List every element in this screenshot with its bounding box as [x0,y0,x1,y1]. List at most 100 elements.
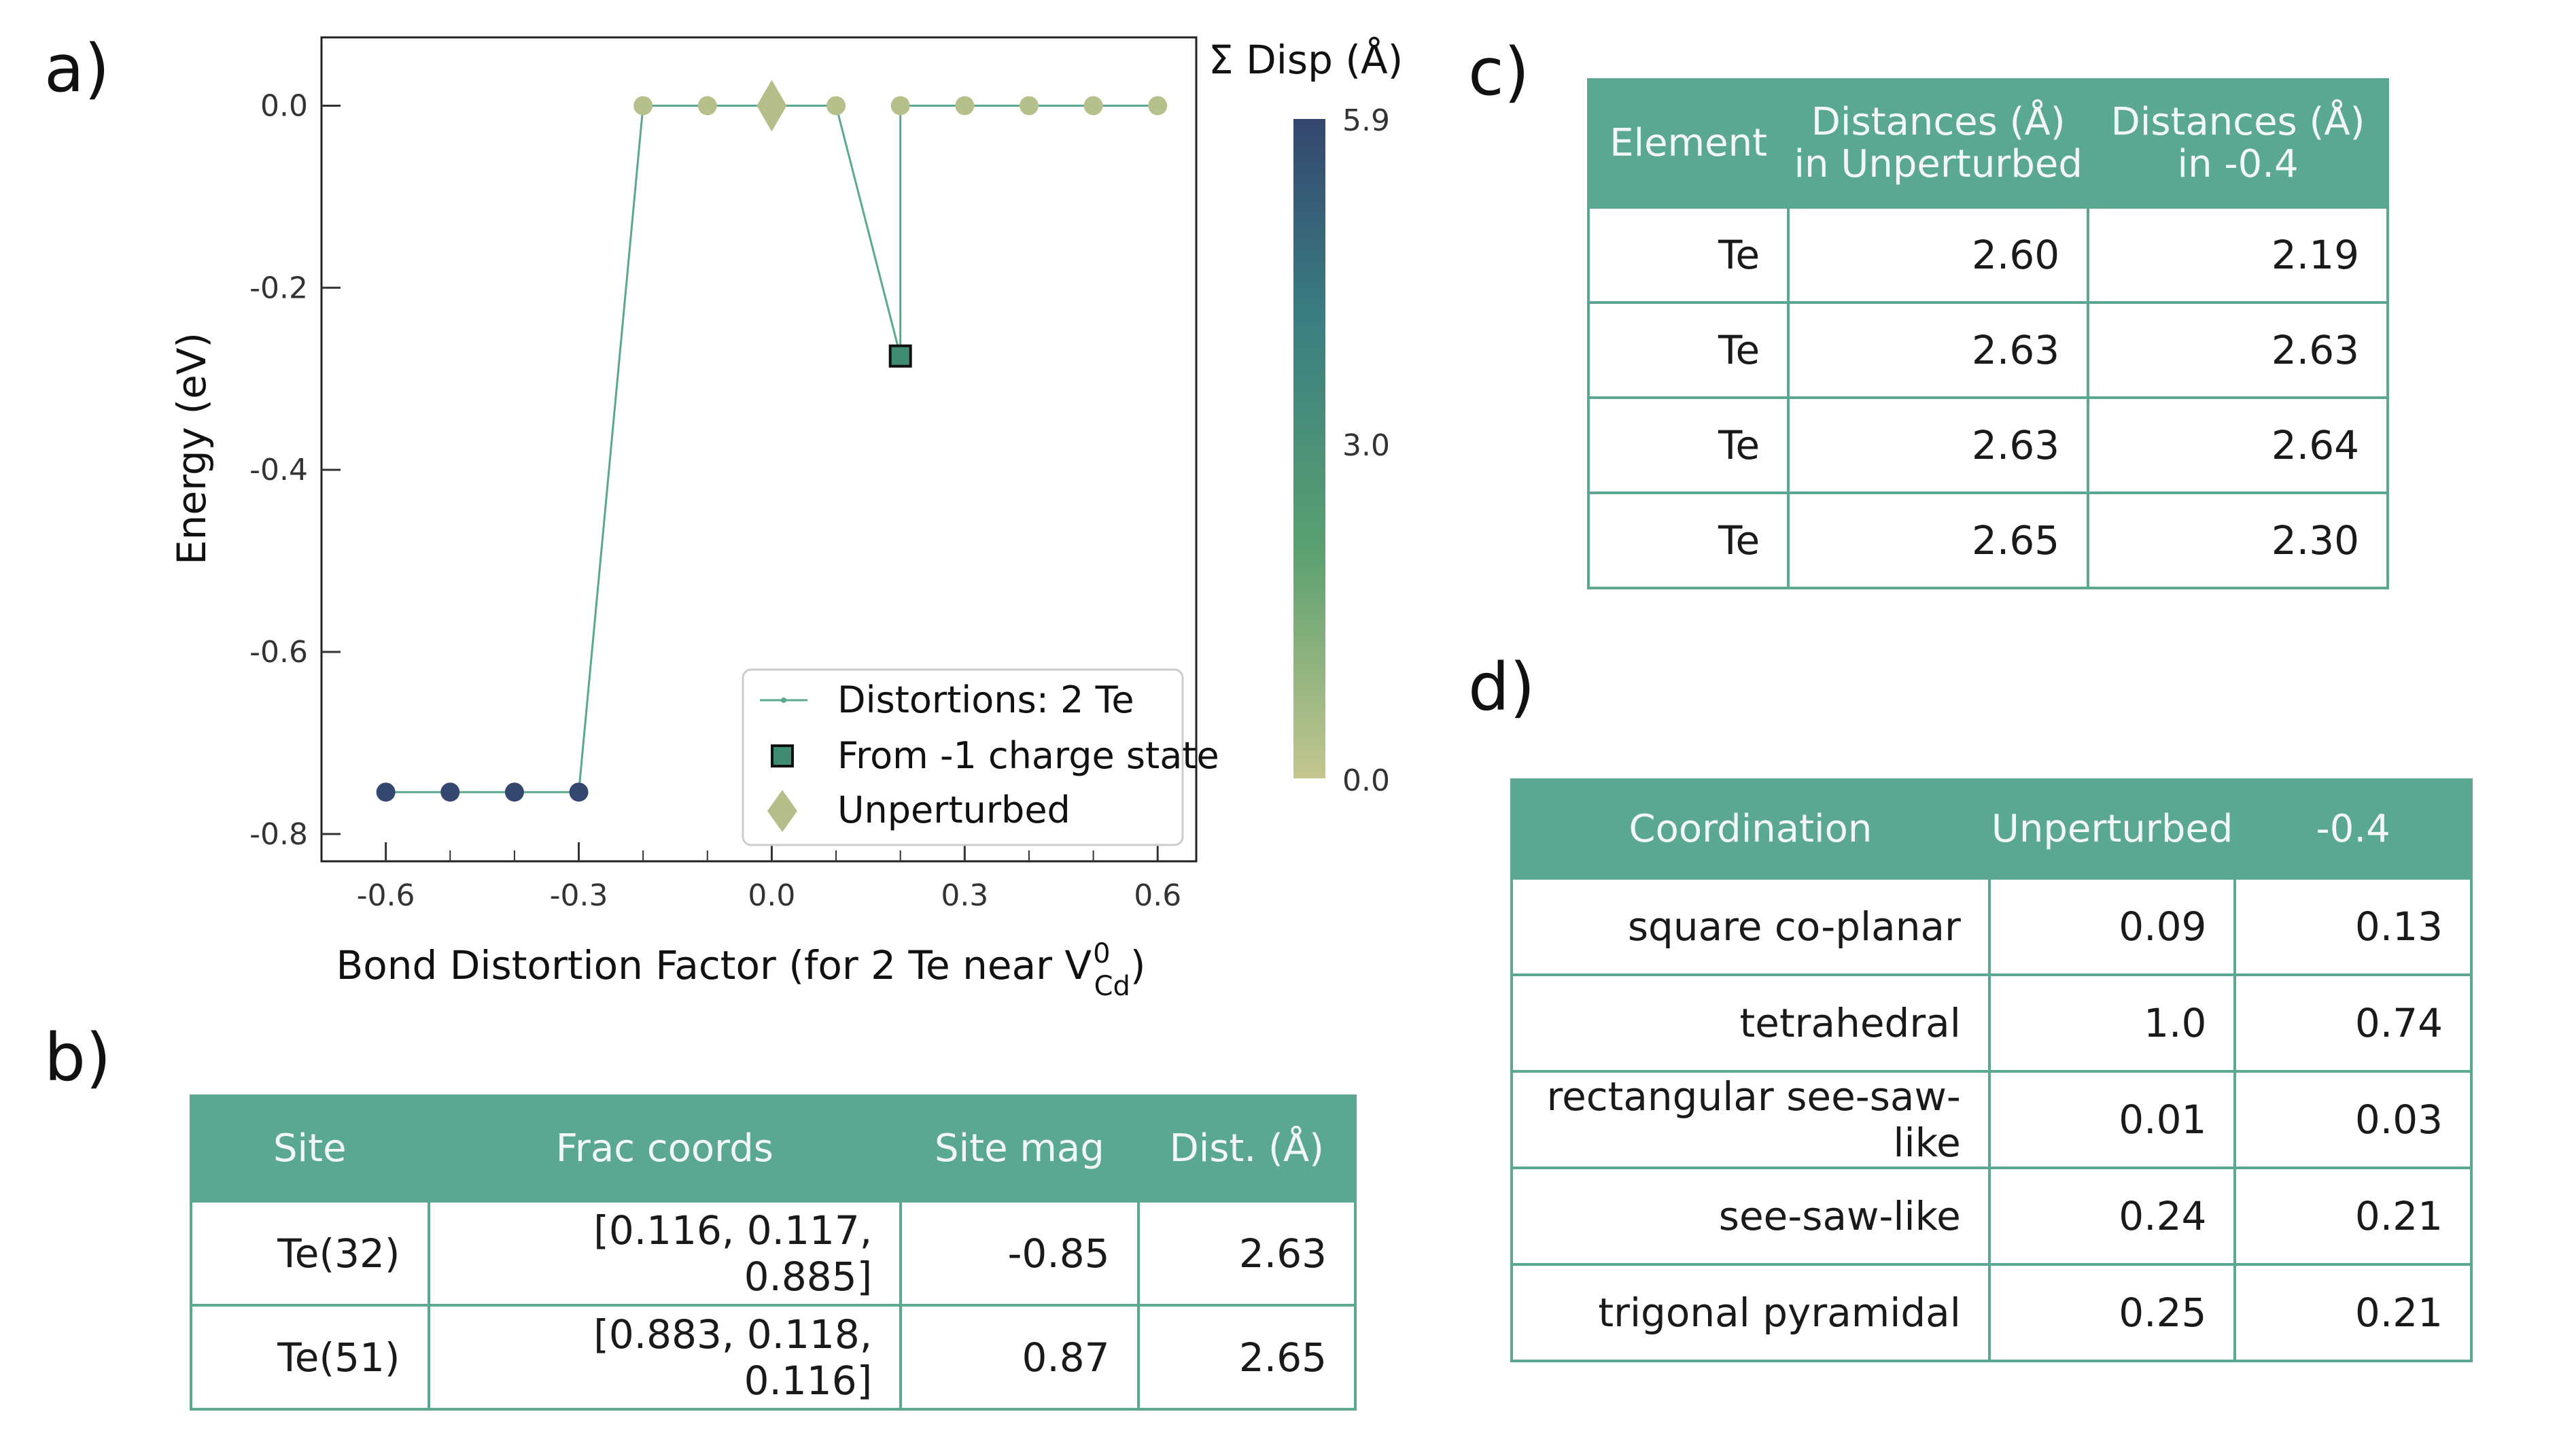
table-cell: 2.64 [2087,396,2389,494]
plot-frame [320,36,1198,863]
y-tick-label: -0.6 [249,635,308,670]
table-cell: Te [1586,491,1790,589]
legend-box [742,668,1184,846]
data-point [440,782,460,802]
panel-label-c: c) [1468,34,1530,110]
table-cell: -0.85 [899,1200,1140,1307]
distances-table-header: Element [1586,78,1790,209]
table-cell: 0.25 [1987,1263,2237,1362]
table-cell: 0.13 [2233,877,2473,976]
data-point [504,782,524,802]
table-cell: 1.0 [1987,973,2237,1073]
table-row: Te(32) [0.116, 0.117, 0.885] -0.85 2.63 [190,1200,1357,1307]
table-cell: Te(51) [190,1304,430,1411]
table-cell: 2.60 [1787,206,2090,304]
colorbar-title: Σ Disp (Å) [1208,36,1403,83]
coordination-table-header-row: Coordination Unperturbed -0.4 [1510,778,2473,880]
table-cell: [0.116, 0.117, 0.885] [427,1200,903,1307]
series-group [376,80,1168,802]
y-axis-title: Energy (eV) [169,332,215,565]
table-row: see-saw-like 0.24 0.21 [1510,1167,2473,1266]
data-point [376,782,396,802]
table-row: Te 2.60 2.19 [1586,206,2389,304]
table-cell: 0.87 [899,1304,1140,1411]
table-cell: 0.21 [2233,1167,2473,1266]
data-point [1019,96,1039,116]
coordination-table-header: Unperturbed [1987,778,2237,880]
data-point [569,782,589,802]
charge-state-marker [888,344,912,368]
energy-chart: -0.6 -0.3 0.0 0.3 0.6 0.0 -0.2 -0.4 -0.6 -0.8 Bon… [169,36,1403,1002]
table-cell: 0.01 [1987,1070,2237,1169]
table-cell: 0.03 [2233,1070,2473,1169]
table-cell: 2.63 [1787,301,2090,399]
table-cell: [0.883, 0.118, 0.116] [427,1304,903,1411]
legend-label-distortions: Distortions: 2 Te [837,678,1134,721]
table-cell: rectangular see-saw-like [1510,1070,1991,1169]
colorbar-gradient [1293,119,1325,778]
x-tick-label: -0.3 [550,878,608,913]
distances-table-header-row: Element Distances (Å) in Unperturbed Dist… [1586,78,2389,209]
legend-diamond-swatch [767,790,797,832]
table-cell: 2.63 [1787,396,2090,494]
table-cell: see-saw-like [1510,1167,1991,1266]
table-row: rectangular see-saw-like 0.01 0.03 [1510,1070,2473,1169]
panel-label-b: b) [44,1020,111,1096]
colorbar-mid-label: 3.0 [1342,428,1390,463]
y-tick-label: -0.2 [249,271,308,305]
table-cell: 0.74 [2233,973,2473,1073]
legend-square-swatch [771,744,794,767]
legend-line-marker [781,697,786,703]
table-cell: 2.65 [1787,491,2090,589]
distances-table-header: Distances (Å) in -0.4 [2087,78,2389,209]
table-cell: 2.63 [2087,301,2389,399]
site-table-header: Site mag [899,1094,1140,1203]
colorbar: Σ Disp (Å) 5.9 3.0 0.0 [1208,36,1403,798]
data-point [826,96,846,116]
site-table: Site Frac coords Site mag Dist. (Å) Te(3… [190,1094,1357,1411]
data-point [955,96,975,116]
distances-table-header: Distances (Å) in Unperturbed [1787,78,2090,209]
table-cell: tetrahedral [1510,973,1991,1073]
data-point [1083,96,1103,116]
table-row: Te(51) [0.883, 0.118, 0.116] 0.87 2.65 [190,1304,1357,1411]
table-cell: 2.63 [1136,1200,1357,1307]
colorbar-max-label: 5.9 [1342,103,1390,138]
x-tick-label: 0.3 [941,878,988,913]
table-row: square co-planar 0.09 0.13 [1510,877,2473,976]
legend-label-unperturbed: Unperturbed [837,789,1071,831]
colorbar-min-label: 0.0 [1342,763,1390,798]
site-table-header: Frac coords [427,1094,903,1203]
distances-table: Element Distances (Å) in Unperturbed Dist… [1586,78,2389,589]
table-cell: Te(32) [190,1200,430,1307]
table-cell: 0.09 [1987,877,2237,976]
site-table-header: Site [190,1094,430,1203]
coordination-table-header: -0.4 [2233,778,2473,880]
table-row: trigonal pyramidal 0.25 0.21 [1510,1263,2473,1362]
table-cell: 2.30 [2087,491,2389,589]
x-tick-label: 0.6 [1134,878,1181,913]
axis-ticks: -0.6 -0.3 0.0 0.3 0.6 0.0 -0.2 -0.4 -0.6 -0.8 [249,88,1181,913]
x-axis-title: Bond Distortion Factor (for 2 Te near V0… [336,938,1145,1002]
data-point [633,96,653,116]
data-point [890,96,910,116]
data-point [697,96,717,116]
x-tick-label: -0.6 [357,878,415,913]
legend: Distortions: 2 Te From -1 charge state U… [742,668,1219,846]
x-tick-label: 0.0 [748,878,795,913]
data-point [1148,96,1168,116]
legend-label-charge-state: From -1 charge state [837,734,1219,777]
table-cell: 0.24 [1987,1167,2237,1266]
table-cell: 2.19 [2087,206,2389,304]
table-cell: Te [1586,206,1790,304]
table-cell: Te [1586,301,1790,399]
y-tick-label: -0.8 [249,817,308,852]
table-row: Te 2.63 2.63 [1586,301,2389,399]
table-cell: trigonal pyramidal [1510,1263,1991,1362]
coordination-table: Coordination Unperturbed -0.4 square co-… [1510,778,2473,1362]
coordination-table-header: Coordination [1510,778,1991,880]
table-cell: 0.21 [2233,1263,2473,1362]
y-tick-label: -0.4 [249,453,308,487]
table-cell: 2.65 [1136,1304,1357,1411]
table-cell: Te [1586,396,1790,494]
